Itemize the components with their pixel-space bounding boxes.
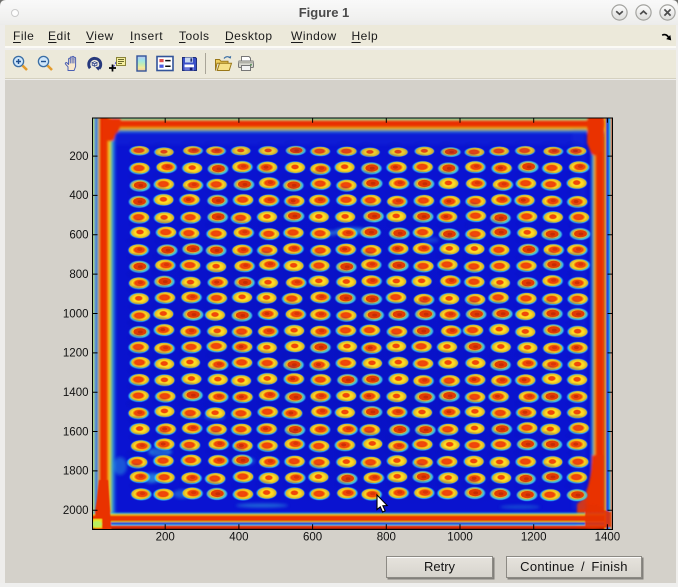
svg-text:1000: 1000 [63, 308, 89, 320]
svg-text:600: 600 [69, 230, 88, 242]
svg-text:800: 800 [69, 269, 88, 281]
svg-text:1400: 1400 [63, 387, 89, 399]
svg-text:1400: 1400 [595, 532, 621, 544]
svg-text:1000: 1000 [447, 532, 473, 544]
svg-text:1200: 1200 [521, 532, 547, 544]
svg-text:800: 800 [377, 532, 396, 544]
svg-text:1600: 1600 [63, 426, 89, 438]
svg-text:400: 400 [229, 532, 248, 544]
svg-text:400: 400 [69, 190, 88, 202]
svg-text:1200: 1200 [63, 348, 89, 360]
svg-text:600: 600 [303, 532, 322, 544]
svg-text:1800: 1800 [63, 466, 89, 478]
svg-text:200: 200 [69, 151, 88, 163]
svg-text:2000: 2000 [63, 505, 89, 517]
svg-text:200: 200 [156, 532, 175, 544]
